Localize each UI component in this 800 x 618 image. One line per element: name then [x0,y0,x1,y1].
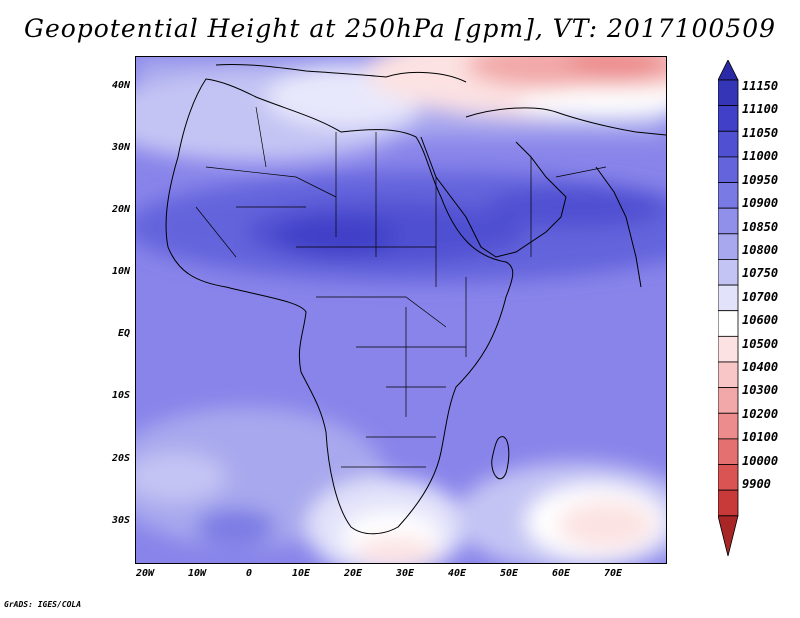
colorbar-label: 11000 [742,149,779,163]
lat-tick-label: 30N [111,142,130,153]
colorbar-label: 10000 [742,454,779,468]
colorbar-label: 10500 [742,337,779,351]
colorbar-swatch [718,464,739,491]
colorbar-swatch [718,387,739,414]
colorbar-swatch [718,105,739,132]
colorbar-label: 10400 [742,360,779,374]
lon-tick-label: 10E [291,568,311,579]
colorbar-swatch [718,79,739,107]
colorbar-swatch [718,489,739,517]
colorbar-swatch [718,60,739,81]
colorbar-label: 10900 [742,196,779,210]
lat-tick-label: 10S [111,390,130,401]
colorbar-label: 11150 [742,79,779,93]
chart-title: Geopotential Height at 250hPa [gpm], VT:… [23,14,777,43]
lon-tick-label: 10W [187,568,207,579]
colorbar-swatch [718,130,739,158]
colorbar-swatch [718,438,739,465]
lat-tick-label: 30S [111,515,130,526]
lon-tick-label: 70E [603,568,623,579]
colorbar-swatch [718,361,739,389]
colorbar-label: 10300 [742,383,779,397]
colorbar-swatch [718,259,739,286]
colorbar-swatch [718,156,739,183]
colorbar-swatch [718,310,739,337]
colorbar-label: 10600 [742,313,779,327]
colorbar-swatch [718,182,739,209]
lat-tick-label: 10N [111,266,130,277]
colorbar-swatch [718,284,739,312]
lon-tick-label: 40E [447,568,467,579]
colorbar-label: 10850 [742,220,779,234]
lat-tick-label: EQ [117,328,130,339]
lon-tick-label: 60E [551,568,571,579]
lat-tick-label: 20S [111,453,130,464]
colorbar-label: 9900 [742,477,771,491]
lon-tick-label: 20E [343,568,363,579]
lon-tick-label: 20W [135,568,155,579]
contour-fill [136,57,666,563]
colorbar-swatch [718,335,739,363]
colorbar-label: 10750 [742,266,779,280]
colorbar-label: 10200 [742,407,779,421]
colorbar-label: 10800 [742,243,779,257]
colorbar-label: 11100 [742,102,779,116]
lat-tick-label: 40N [111,80,130,91]
colorbar-label: 10950 [742,173,779,187]
colorbar-label: 10100 [742,430,779,444]
colorbar-swatch [718,412,739,440]
colorbar-label: 10700 [742,290,779,304]
lon-tick-label: 0 [245,568,253,579]
height-field-map [136,57,666,563]
colorbar-swatch [718,207,739,235]
lon-tick-label: 30E [395,568,415,579]
colorbar-label: 11050 [742,126,779,140]
country-borders [195,106,607,468]
map-plot-area [135,56,667,564]
colorbar [718,60,739,557]
lon-tick-label: 50E [499,568,519,579]
credit-text: GrADS: IGES/COLA [4,600,82,609]
colorbar-swatch [718,515,739,557]
lat-tick-label: 20N [111,204,130,215]
colorbar-swatch [718,233,739,260]
